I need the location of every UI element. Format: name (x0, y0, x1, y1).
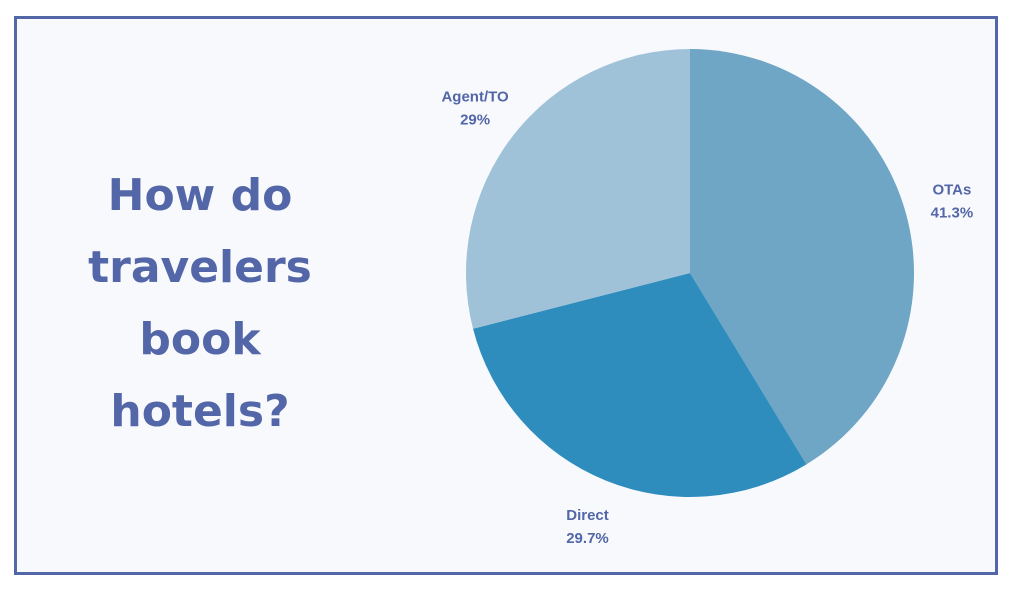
slice-value-agent-to: 29% (460, 111, 490, 128)
heading-line-4: hotels? (110, 386, 290, 437)
pie-slice-otas (690, 49, 915, 465)
slice-label-agent-to: Agent/TO (441, 88, 509, 105)
heading-line-3: book (139, 314, 261, 365)
pie-slice-agent-to (466, 49, 690, 329)
slice-value-direct: 29.7% (566, 530, 609, 547)
pie-slice-direct (473, 273, 807, 498)
heading-line-2: travelers (88, 242, 312, 293)
slice-label-otas: OTAs (932, 182, 971, 199)
slice-label-direct: Direct (566, 507, 609, 524)
heading-line-1: How do (107, 170, 293, 221)
chart-heading: How do travelers book hotels? (70, 160, 330, 448)
slice-value-otas: 41.3% (931, 205, 974, 222)
